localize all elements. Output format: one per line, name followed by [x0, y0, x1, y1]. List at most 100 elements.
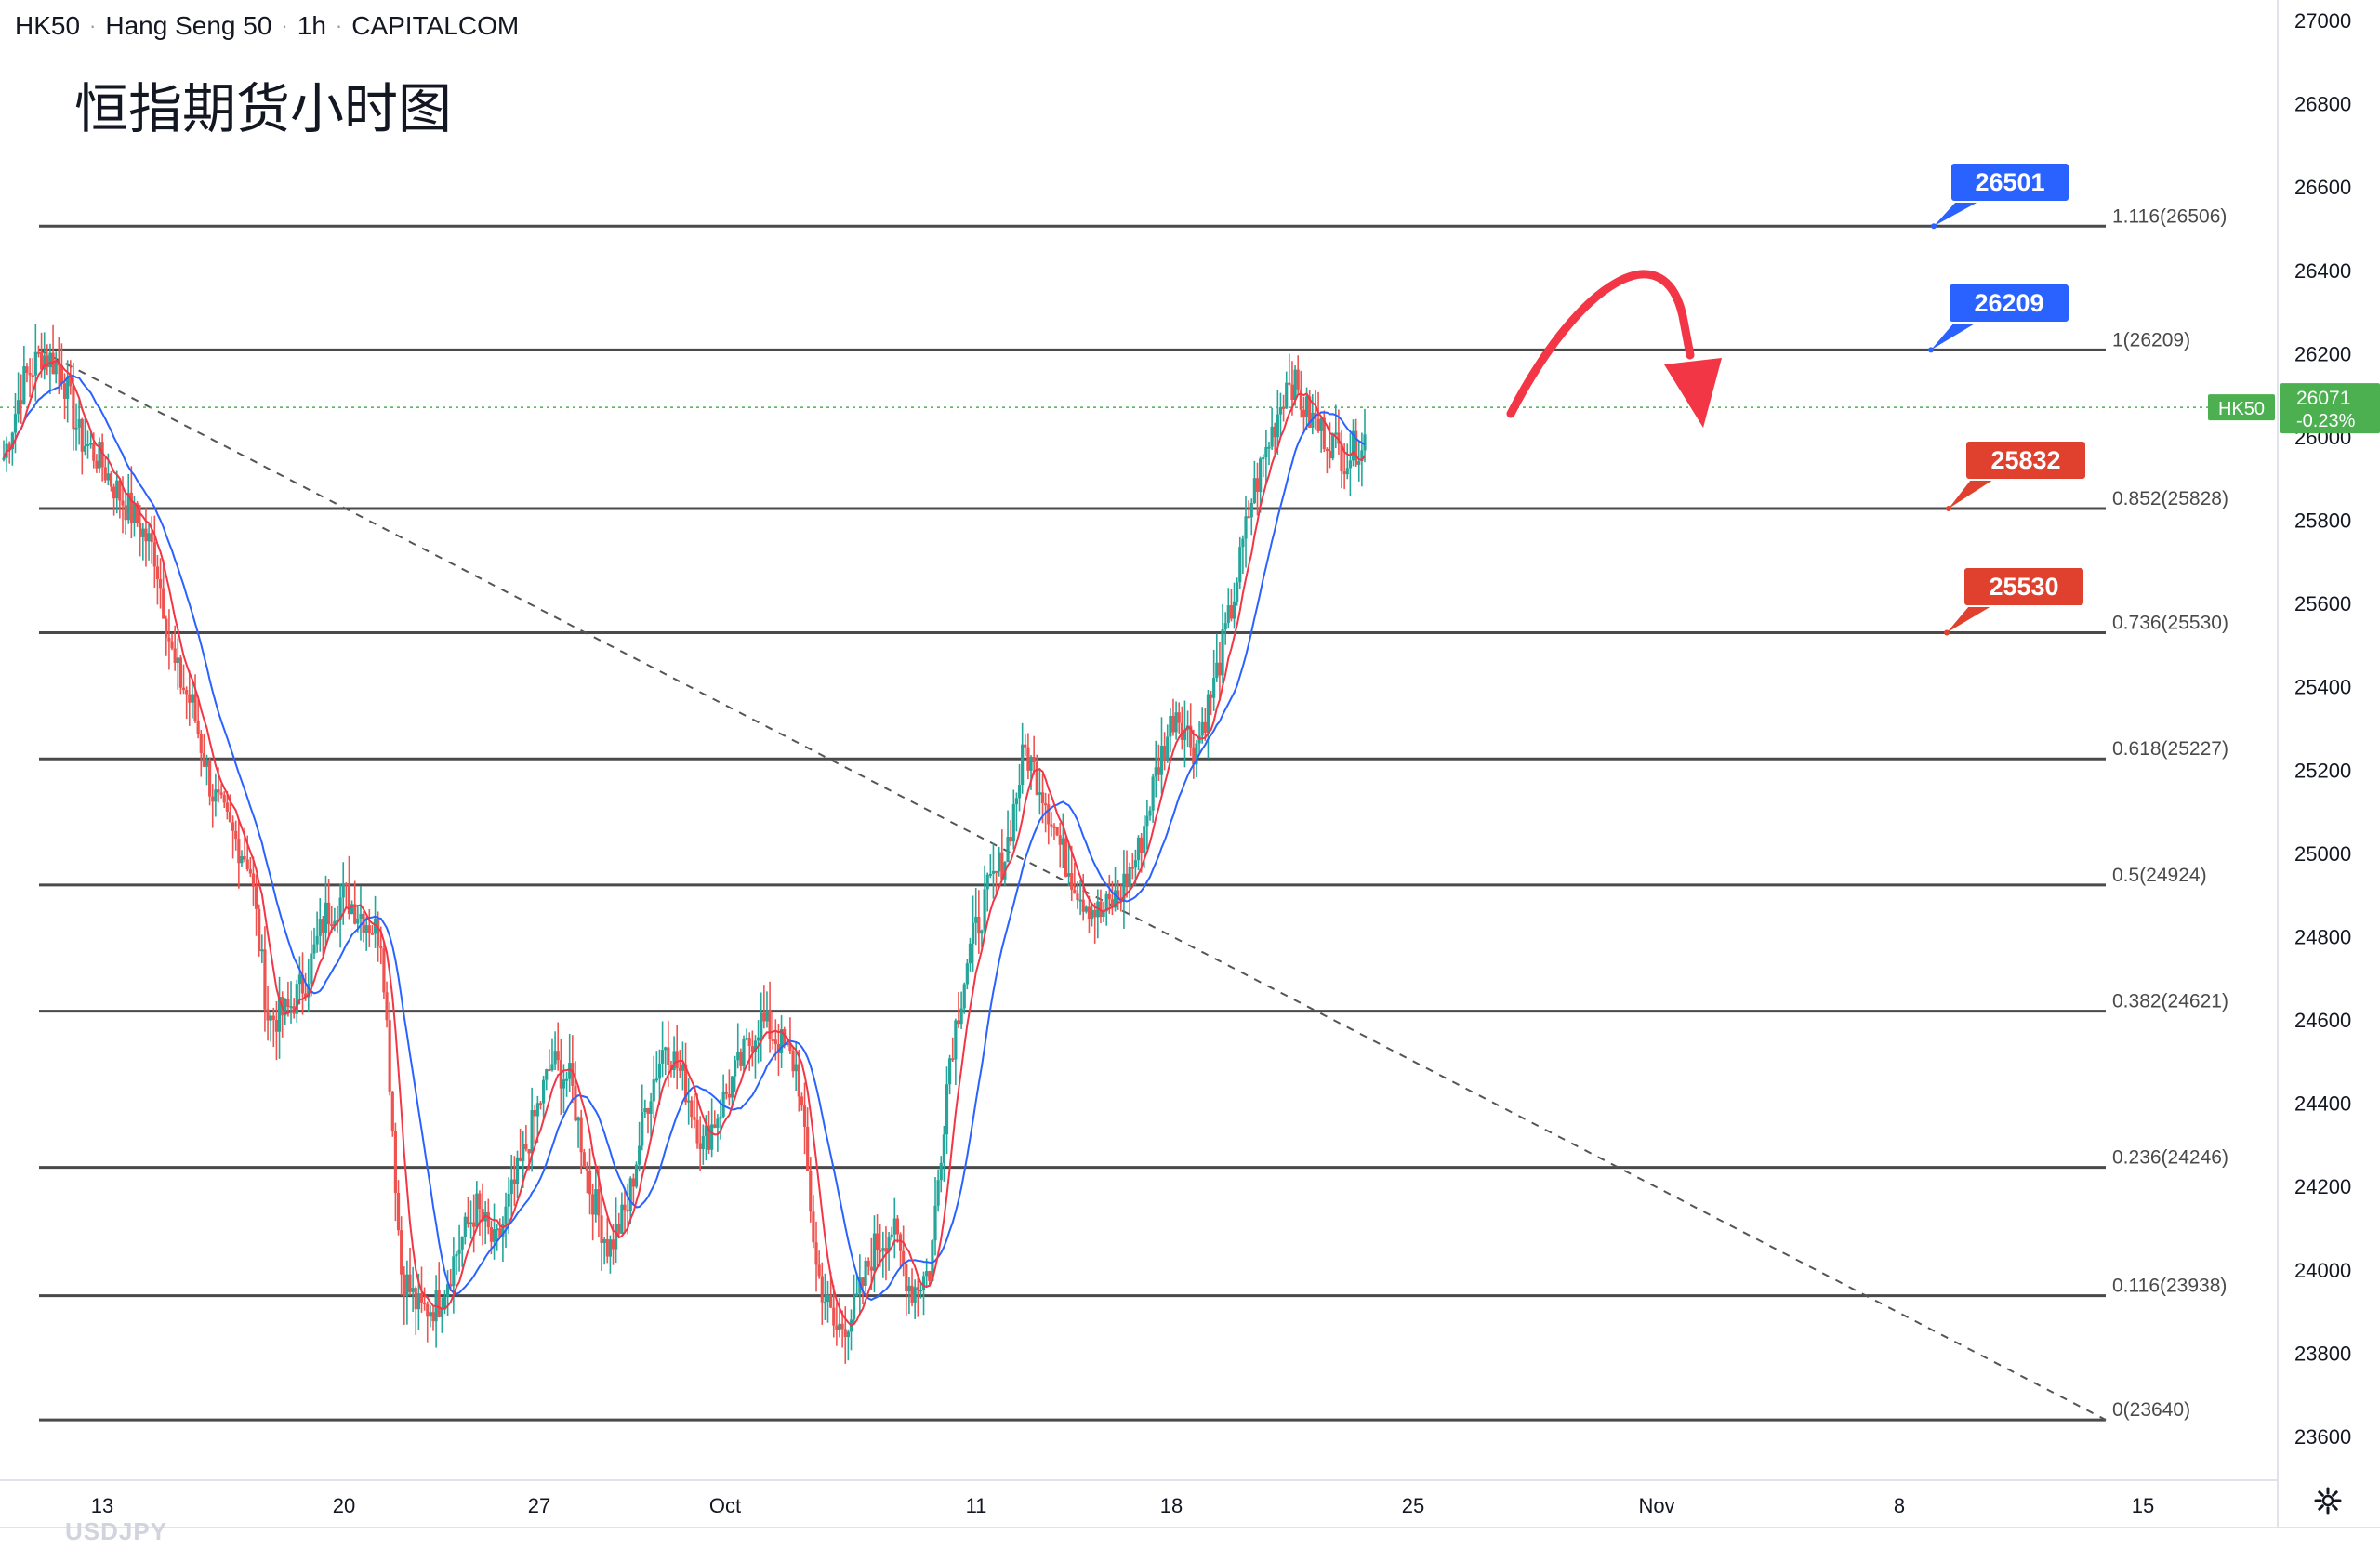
candle-body: [60, 365, 64, 384]
callout-label: 25530: [1989, 573, 2058, 601]
candle-body: [359, 913, 363, 919]
candle-body: [379, 946, 383, 949]
candle-body: [460, 1237, 464, 1250]
candle-body: [124, 505, 127, 521]
fib-level-label: 0.382(24621): [2112, 991, 2228, 1012]
candle-body: [83, 445, 87, 452]
candle-body: [835, 1325, 839, 1330]
candle-body: [1117, 890, 1120, 898]
candle-body: [1047, 804, 1051, 825]
candle-body: [286, 999, 290, 1007]
candle-body: [1357, 461, 1361, 465]
candle-body: [416, 1293, 420, 1310]
candle-body: [403, 1274, 406, 1296]
candle-body: [77, 418, 81, 428]
candle-body: [217, 789, 220, 793]
candle-body: [527, 1149, 531, 1154]
candle-body: [225, 802, 229, 812]
candle-body: [469, 1222, 473, 1225]
candle-body: [310, 953, 313, 985]
candle-body: [957, 1020, 960, 1025]
candle-body: [710, 1124, 714, 1150]
candle-body: [779, 1028, 784, 1053]
candle-body: [1044, 803, 1048, 806]
candle-body: [1195, 743, 1198, 765]
candle-body: [382, 948, 386, 993]
candle-body: [455, 1253, 458, 1257]
candle-body: [489, 1227, 494, 1242]
candle-body: [902, 1250, 906, 1264]
candle-body: [1304, 396, 1309, 417]
candle-body: [1006, 837, 1010, 863]
candle-body: [188, 694, 192, 703]
candle-body: [504, 1206, 508, 1224]
candle-body: [350, 904, 354, 914]
candle-body: [907, 1285, 911, 1292]
candle-body: [1252, 478, 1256, 503]
callout-label: 25832: [1990, 446, 2060, 474]
y-tick-label: 26600: [2294, 176, 2351, 199]
candle-body: [304, 993, 308, 998]
candle-body: [408, 1274, 412, 1292]
candle-body: [667, 1047, 670, 1065]
candle-body: [843, 1329, 847, 1338]
callout-box[interactable]: [1963, 566, 2085, 607]
candle-body: [10, 432, 14, 450]
candle-body: [657, 1063, 662, 1079]
candle-body: [1264, 447, 1268, 458]
candle-body: [324, 902, 328, 933]
candle-body: [437, 1290, 441, 1317]
symbol-tag-bg: [2208, 394, 2275, 421]
candle-body: [98, 442, 101, 469]
candle-body: [1296, 369, 1300, 390]
candle-body: [443, 1296, 447, 1310]
candle-body: [721, 1092, 725, 1118]
candle-body: [962, 984, 966, 1009]
callout-box[interactable]: [1964, 440, 2087, 481]
candle-body: [1348, 460, 1352, 469]
candle-body: [245, 859, 249, 870]
symbol-label[interactable]: HK50: [15, 11, 81, 40]
candle-body: [25, 366, 29, 373]
candle-body: [80, 418, 84, 452]
candle-body: [550, 1064, 554, 1071]
candle-body: [1104, 893, 1108, 912]
candle-body: [132, 503, 137, 523]
candle-body: [475, 1193, 479, 1227]
candle-body: [1236, 582, 1239, 602]
callout-box[interactable]: [1948, 283, 2070, 324]
candle-body: [1125, 873, 1129, 888]
y-tick-label: 24200: [2294, 1175, 2351, 1198]
interval-label[interactable]: 1h: [297, 11, 326, 40]
candle-body: [353, 904, 357, 924]
candle-body: [879, 1250, 882, 1253]
candle-body: [106, 473, 110, 481]
candle-body: [734, 1060, 737, 1077]
candle-body: [237, 839, 241, 864]
candle-body: [295, 984, 298, 1014]
candle-body: [1078, 899, 1082, 902]
candle-body: [1273, 426, 1276, 438]
candle-body: [1076, 893, 1079, 901]
candle-body: [1259, 458, 1263, 492]
candle-body: [1334, 432, 1338, 435]
callout-box[interactable]: [1950, 162, 2070, 203]
candle-body: [881, 1248, 885, 1251]
candle-body: [522, 1144, 525, 1161]
candle-body: [1024, 744, 1027, 748]
candle-body: [13, 414, 18, 433]
candle-body: [1177, 712, 1181, 723]
settings-button[interactable]: [2311, 1484, 2345, 1517]
candle-body: [959, 1008, 963, 1025]
candle-body: [678, 1067, 681, 1071]
candle-body: [1316, 418, 1320, 431]
candle-body: [100, 442, 104, 468]
candle-body: [509, 1179, 513, 1194]
candle-body: [205, 761, 209, 767]
candle-body: [208, 761, 212, 797]
candle-body: [115, 480, 119, 499]
candle-body: [869, 1266, 873, 1271]
candle-body: [1009, 837, 1012, 842]
